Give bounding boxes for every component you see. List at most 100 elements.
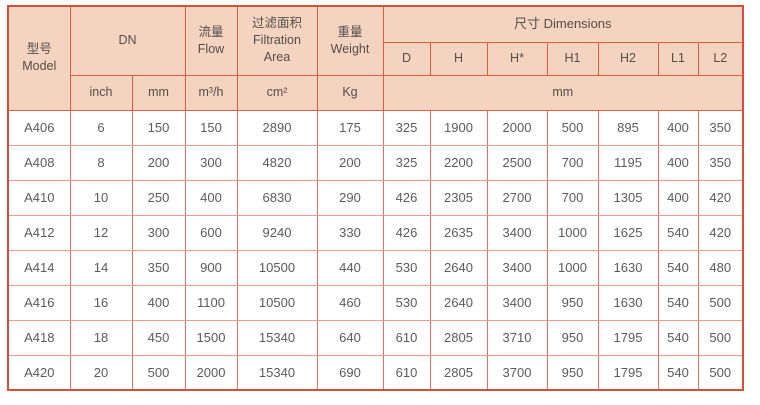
value-cell: 16 — [69, 284, 133, 321]
dim-col-header-l1: L1 — [657, 41, 699, 76]
flow-header: 流量 Flow — [184, 5, 238, 76]
value-cell: 2640 — [429, 284, 488, 321]
value-cell: 500 — [697, 319, 744, 356]
model-cell: A408 — [7, 144, 71, 181]
value-cell: 20 — [69, 354, 133, 391]
value-cell: 18 — [69, 319, 133, 356]
value-cell: 200 — [316, 144, 384, 181]
value-cell: 530 — [382, 284, 431, 321]
value-cell: 400 — [184, 179, 238, 216]
value-cell: 540 — [657, 249, 699, 286]
value-cell: 640 — [316, 319, 384, 356]
value-cell: 325 — [382, 144, 431, 181]
value-cell: 200 — [131, 144, 186, 181]
value-cell: 600 — [184, 214, 238, 251]
value-cell: 426 — [382, 214, 431, 251]
table-row: A410 10 250 400 6830 290 426 2305 2700 700 1305 400… — [7, 179, 744, 216]
model-cell: A412 — [7, 214, 71, 251]
value-cell: 700 — [546, 179, 599, 216]
value-cell: 400 — [657, 109, 699, 146]
value-cell: 1000 — [546, 214, 599, 251]
value-cell: 950 — [546, 354, 599, 391]
value-cell: 2805 — [429, 354, 488, 391]
value-cell: 300 — [184, 144, 238, 181]
value-cell: 2635 — [429, 214, 488, 251]
value-cell: 530 — [382, 249, 431, 286]
table-row: A418 18 450 1500 15340 640 610 2805 3710 950 1795 5… — [7, 319, 744, 356]
value-cell: 400 — [131, 284, 186, 321]
model-cell: A414 — [7, 249, 71, 286]
filtration-area-header: 过滤面积 Filtration Area — [236, 5, 318, 76]
value-cell: 3400 — [486, 249, 548, 286]
value-cell: 450 — [131, 319, 186, 356]
value-cell: 540 — [657, 284, 699, 321]
model-header: 型号 Model — [7, 5, 71, 111]
table-row: A408 8 200 300 4820 200 325 2200 2500 700 1195 400 3… — [7, 144, 744, 181]
value-cell: 9240 — [236, 214, 318, 251]
table-row: A414 14 350 900 10500 440 530 2640 3400 1000 1630 5… — [7, 249, 744, 286]
value-cell: 950 — [546, 319, 599, 356]
dn-inch-unit: inch — [69, 74, 133, 111]
dn-mm-unit: mm — [131, 74, 186, 111]
dim-col-header-h2: H2 — [597, 41, 659, 76]
model-cell: A418 — [7, 319, 71, 356]
value-cell: 500 — [697, 354, 744, 391]
model-cell: A416 — [7, 284, 71, 321]
value-cell: 420 — [697, 214, 744, 251]
value-cell: 6830 — [236, 179, 318, 216]
value-cell: 700 — [546, 144, 599, 181]
value-cell: 15340 — [236, 354, 318, 391]
dimensions-header: 尺寸 Dimensions — [382, 5, 744, 43]
value-cell: 420 — [697, 179, 744, 216]
value-cell: 8 — [69, 144, 133, 181]
value-cell: 540 — [657, 319, 699, 356]
value-cell: 2805 — [429, 319, 488, 356]
value-cell: 12 — [69, 214, 133, 251]
dim-col-header-d: D — [382, 41, 431, 76]
value-cell: 1630 — [597, 284, 659, 321]
value-cell: 2700 — [486, 179, 548, 216]
value-cell: 350 — [697, 109, 744, 146]
value-cell: 3710 — [486, 319, 548, 356]
table-row: A416 16 400 1100 10500 460 530 2640 3400 950 1630 5… — [7, 284, 744, 321]
value-cell: 3700 — [486, 354, 548, 391]
table-row: A412 12 300 600 9240 330 426 2635 3400 1000 1625 54… — [7, 214, 744, 251]
value-cell: 325 — [382, 109, 431, 146]
value-cell: 6 — [69, 109, 133, 146]
table-body: A406 6 150 150 2890 175 325 1900 2000 500 895 400 35… — [7, 109, 744, 391]
weight-unit: Kg — [316, 74, 384, 111]
value-cell: 250 — [131, 179, 186, 216]
value-cell: 10 — [69, 179, 133, 216]
value-cell: 10500 — [236, 249, 318, 286]
value-cell: 460 — [316, 284, 384, 321]
value-cell: 150 — [184, 109, 238, 146]
dim-col-header-hstar: H* — [486, 41, 548, 76]
value-cell: 300 — [131, 214, 186, 251]
value-cell: 330 — [316, 214, 384, 251]
value-cell: 1500 — [184, 319, 238, 356]
value-cell: 1195 — [597, 144, 659, 181]
value-cell: 2200 — [429, 144, 488, 181]
value-cell: 1625 — [597, 214, 659, 251]
value-cell: 426 — [382, 179, 431, 216]
model-cell: A410 — [7, 179, 71, 216]
value-cell: 350 — [131, 249, 186, 286]
value-cell: 500 — [697, 284, 744, 321]
value-cell: 540 — [657, 214, 699, 251]
table-row: A406 6 150 150 2890 175 325 1900 2000 500 895 400 35… — [7, 109, 744, 146]
flow-unit: m³/h — [184, 74, 238, 111]
header-row-2: D H H* H1 H2 L1 L2 — [8, 41, 744, 76]
value-cell: 500 — [546, 109, 599, 146]
table-row: A420 20 500 2000 15340 690 610 2805 3700 950 1795 5… — [7, 354, 744, 391]
value-cell: 950 — [546, 284, 599, 321]
value-cell: 895 — [597, 109, 659, 146]
header-row-3: inch mm m³/h cm² Kg mm — [8, 74, 744, 111]
value-cell: 290 — [316, 179, 384, 216]
spec-sheet: 型号 Model DN 流量 Flow 过滤面积 Filtration Area… — [7, 5, 745, 391]
value-cell: 1900 — [429, 109, 488, 146]
value-cell: 150 — [131, 109, 186, 146]
dim-col-header-h1: H1 — [546, 41, 599, 76]
value-cell: 14 — [69, 249, 133, 286]
value-cell: 1305 — [597, 179, 659, 216]
value-cell: 3400 — [486, 214, 548, 251]
